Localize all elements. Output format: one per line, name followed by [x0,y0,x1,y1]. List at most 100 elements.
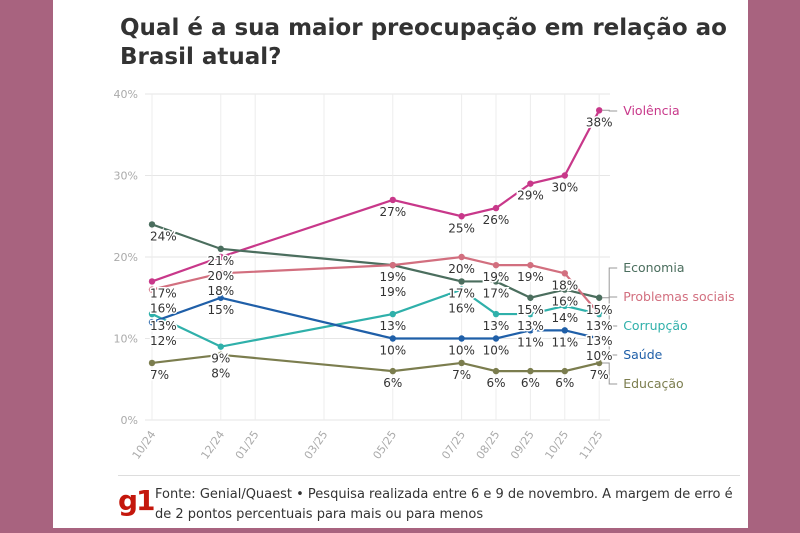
data-point [561,302,568,310]
data-label: 19% [517,270,544,284]
data-point [389,196,396,204]
data-label: 7% [150,368,169,382]
data-label: 10% [448,344,475,358]
data-label: 17% [448,286,475,300]
data-label: 6% [521,376,540,390]
data-label: 19% [483,270,510,284]
data-label: 16% [150,301,177,315]
data-point [389,335,396,342]
data-label: 25% [448,221,475,235]
data-point [561,367,568,375]
data-label: 16% [448,301,475,315]
data-point [458,278,465,285]
y-tick-label: 0% [121,414,138,427]
data-label: 10% [379,344,406,358]
x-tick-label: 09/25 [508,428,537,461]
x-tick-label: 03/25 [302,428,331,461]
data-point [561,172,568,179]
data-point [217,351,224,358]
data-label: 38% [586,115,613,129]
data-point [217,245,224,253]
data-point [217,253,224,261]
data-label: 17% [483,286,510,300]
data-point [527,310,534,318]
data-point [492,335,500,342]
data-label: 10% [586,349,613,363]
data-label: 8% [211,367,230,381]
data-label: 11% [551,335,578,349]
data-label: 10% [483,344,510,358]
data-point [217,294,224,301]
end-label-connector [602,267,618,299]
data-label: 20% [207,269,234,283]
data-label: 17% [150,286,177,300]
data-point [527,367,534,375]
series-end-label: Corrupção [623,318,687,333]
data-point [492,278,500,285]
data-label: 27% [379,205,406,219]
x-tick-label: 10/24 [130,428,159,461]
data-label: 6% [486,376,505,390]
data-label: 15% [517,303,544,317]
data-label: 30% [551,181,578,195]
data-point [492,310,500,318]
data-label: 21% [207,254,234,268]
data-point [596,294,603,301]
end-label-connector [602,362,618,385]
data-label: 15% [586,303,613,317]
data-label: 18% [551,278,578,292]
y-tick-label: 40% [114,88,138,101]
data-point [596,310,603,318]
data-label: 11% [517,335,544,349]
data-point [561,270,568,277]
data-point [217,270,224,277]
x-tick-label: 08/25 [474,428,503,461]
data-point [148,359,156,367]
data-label: 19% [379,270,406,284]
data-label: 13% [150,319,177,333]
data-point [492,261,500,269]
data-point [458,286,465,293]
series-end-label: Violência [623,103,680,118]
footer-divider [118,475,740,476]
data-point [492,204,500,212]
data-label: 16% [551,295,578,309]
series-line-1 [151,223,600,299]
y-tick-label: 10% [114,333,138,346]
data-point [389,310,396,318]
data-point [148,221,156,228]
data-point [458,335,465,342]
end-label-connector [602,338,618,356]
series-line-4 [151,296,600,340]
data-point [596,359,603,367]
data-label: 12% [150,334,177,348]
end-label-connector [602,313,618,327]
data-point [389,367,396,375]
data-label: 14% [551,311,578,325]
x-tick-label: 05/25 [370,428,399,461]
data-point [527,327,534,334]
data-point [596,107,603,114]
data-point [596,335,603,342]
data-label: 15% [207,303,234,317]
series-line-3 [151,288,600,348]
data-point [527,180,534,187]
data-point [217,343,224,350]
data-label: 6% [383,376,402,390]
data-label: 26% [483,213,510,227]
source-note: Fonte: Genial/Quaest • Pesquisa realizad… [155,487,733,522]
y-tick-label: 20% [114,251,138,264]
data-label: 24% [150,229,177,243]
data-point [527,294,534,301]
x-tick-label: 10/25 [542,428,571,461]
x-tick-label: 01/25 [233,428,262,461]
data-point [458,253,465,261]
g1-logo: g1 [118,484,156,517]
data-label: 7% [452,368,471,382]
data-point [527,261,534,269]
data-label: 19% [379,285,406,299]
end-label-connector [602,109,618,112]
data-point [389,261,396,269]
data-label: 13% [517,319,544,333]
